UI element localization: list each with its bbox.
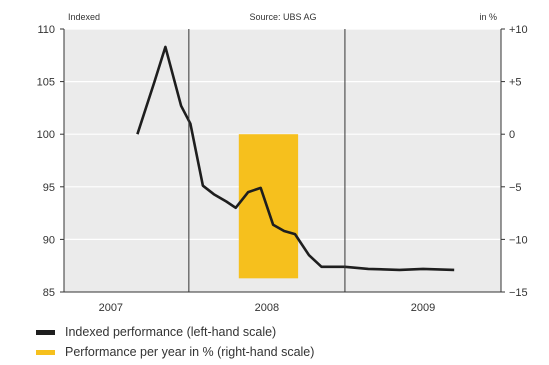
left-tick-label: 105	[37, 77, 55, 89]
header-right-label: in %	[479, 12, 497, 22]
x-tick-label: 2007	[99, 302, 123, 314]
legend-swatch-bar	[36, 349, 55, 355]
indexed-performance-line	[136, 45, 455, 272]
legend-item-indexed: Indexed performance (left-hand scale)	[36, 322, 314, 342]
right-tick-label: −10	[509, 234, 528, 246]
right-tick-label: 0	[509, 129, 515, 141]
legend-label: Indexed performance (left-hand scale)	[65, 325, 277, 339]
left-tick-label: 100	[37, 129, 55, 141]
left-tick-label: 90	[43, 234, 55, 246]
left-tick-label: 85	[43, 287, 55, 299]
legend-swatch-line	[36, 329, 55, 335]
left-tick-label: 110	[37, 24, 55, 36]
x-tick-label: 2008	[255, 302, 279, 314]
right-tick-label: −5	[509, 182, 522, 194]
source-label: Source: UBS AG	[249, 12, 316, 22]
x-tick-label: 2009	[411, 302, 435, 314]
bars	[238, 134, 299, 279]
header-left-label: Indexed	[68, 12, 100, 22]
right-tick-label: +5	[509, 77, 522, 89]
lines	[136, 45, 455, 272]
labels: Indexed Source: UBS AG in % 85 90 95 100 105…	[37, 12, 528, 314]
legend-label: Performance per year in % (right-hand sc…	[65, 345, 315, 359]
axes	[60, 28, 505, 293]
legend-item-performance: Performance per year in % (right-hand sc…	[36, 342, 314, 362]
right-tick-label: −15	[509, 287, 528, 299]
performance-bar	[238, 134, 299, 279]
right-tick-label: +10	[509, 24, 528, 36]
legend: Indexed performance (left-hand scale) Pe…	[36, 322, 314, 362]
left-tick-label: 95	[43, 182, 55, 194]
